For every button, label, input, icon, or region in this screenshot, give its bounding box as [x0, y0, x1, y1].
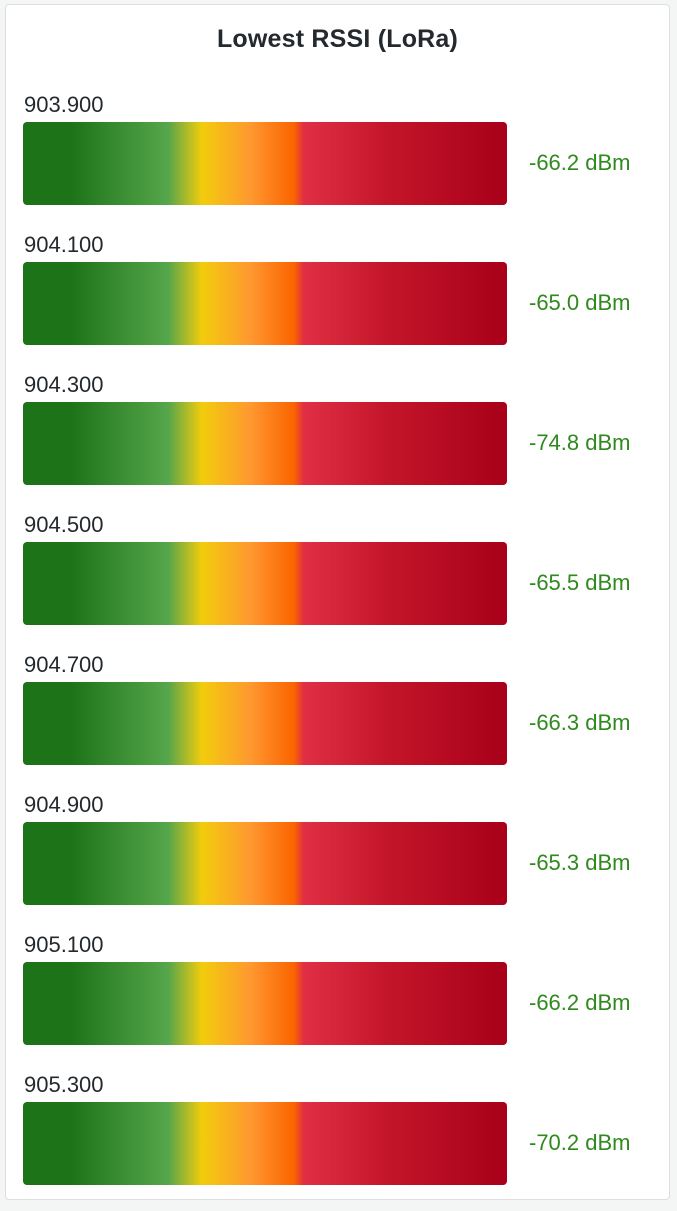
- row-value: -74.8 dBm: [529, 430, 631, 455]
- row-value: -65.5 dBm: [529, 570, 631, 595]
- gauge-row: 904.100 -65.0 dBm: [6, 231, 669, 371]
- rssi-panel: Lowest RSSI (LoRa) 903.900 -66.2 dBm 904.1…: [5, 4, 670, 1200]
- row-value: -70.2 dBm: [529, 1130, 631, 1155]
- gradient-bar: [23, 822, 507, 905]
- gradient-bar: [23, 542, 507, 625]
- row-label: 904.900: [24, 792, 104, 817]
- gauge-row: 904.900 -65.3 dBm: [6, 791, 669, 931]
- row-label: 903.900: [24, 92, 104, 117]
- row-label: 904.300: [24, 372, 104, 397]
- gradient-bar: [23, 682, 507, 765]
- gradient-bar: [23, 262, 507, 345]
- gradient-bar: [23, 962, 507, 1045]
- row-value: -66.2 dBm: [529, 990, 631, 1015]
- row-label: 904.500: [24, 512, 104, 537]
- row-label: 904.700: [24, 652, 104, 677]
- gauge-row: 903.900 -66.2 dBm: [6, 91, 669, 231]
- gauge-row: 904.500 -65.5 dBm: [6, 511, 669, 651]
- gauge-row: 904.700 -66.3 dBm: [6, 651, 669, 791]
- gradient-bar: [23, 122, 507, 205]
- gauge-row: 905.100 -66.2 dBm: [6, 931, 669, 1071]
- gradient-bar: [23, 1102, 507, 1185]
- row-label: 905.100: [24, 932, 104, 957]
- row-label: 904.100: [24, 232, 104, 257]
- row-value: -65.0 dBm: [529, 290, 631, 315]
- row-value: -65.3 dBm: [529, 850, 631, 875]
- gradient-bar: [23, 402, 507, 485]
- gauge-rows: 903.900 -66.2 dBm 904.100 -65.0 dBm 904.300 -…: [6, 91, 669, 1211]
- gauge-row: 904.300 -74.8 dBm: [6, 371, 669, 511]
- row-label: 905.300: [24, 1072, 104, 1097]
- gauge-row: 905.300 -70.2 dBm: [6, 1071, 669, 1211]
- row-value: -66.3 dBm: [529, 710, 631, 735]
- row-value: -66.2 dBm: [529, 150, 631, 175]
- panel-title[interactable]: Lowest RSSI (LoRa): [216, 25, 459, 53]
